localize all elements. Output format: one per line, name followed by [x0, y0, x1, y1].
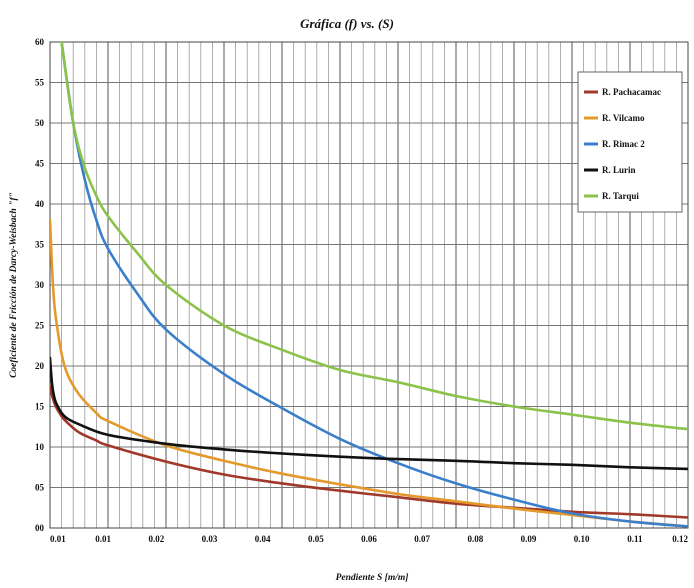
y-tick-label: 35 — [35, 240, 45, 250]
y-tick-label: 55 — [35, 78, 45, 88]
x-tick-label: 0.06 — [361, 534, 377, 544]
series-line-r-rimac-2 — [60, 42, 688, 528]
legend-label-r-rimac-2: R. Rimac 2 — [602, 139, 645, 149]
y-tick-label: 15 — [35, 402, 45, 412]
y-tick-label: 25 — [35, 321, 45, 331]
y-tick-label: 10 — [35, 442, 45, 452]
y-axis-label: Coeficiente de Fricción de Darcy-Weisbac… — [9, 192, 19, 378]
chart-title: Gráfica (f) vs. (S) — [300, 16, 394, 31]
x-tick-label: 0.02 — [148, 534, 164, 544]
y-tick-label: 60 — [35, 37, 45, 47]
y-tick-label: 30 — [35, 280, 45, 290]
x-tick-label: 0.05 — [308, 534, 324, 544]
x-tick-label: 0.09 — [521, 534, 537, 544]
legend-label-r-lurin: R. Lurin — [602, 165, 636, 175]
plot-border — [49, 41, 689, 529]
series-line-r-vilcamo — [50, 218, 688, 528]
y-tick-label: 45 — [35, 159, 45, 169]
y-tick-labels: 60 55 50 45 40 35 30 25 20 15 10 05 00 — [35, 37, 45, 533]
y-tick-label: 40 — [35, 199, 45, 209]
legend-label-r-vilcamo: R. Vilcamo — [602, 113, 645, 123]
legend-box — [577, 71, 683, 213]
y-tick-label: 50 — [35, 118, 45, 128]
x-tick-label: 0.12 — [672, 534, 688, 544]
series-line-r-lurin — [50, 356, 688, 471]
y-tick-label: 05 — [35, 483, 45, 493]
legend-label-r-pachacamac: R. Pachacamac — [602, 87, 661, 97]
x-tick-label: 0.10 — [574, 534, 590, 544]
x-tick-label: 0.08 — [467, 534, 483, 544]
series-group — [50, 42, 688, 528]
x-tick-label: 0.11 — [627, 534, 643, 544]
x-axis-label: Pendiente S [m/m] — [336, 573, 409, 583]
y-tick-label: 20 — [35, 361, 45, 371]
x-tick-label: 0.04 — [255, 534, 271, 544]
x-tick-labels: 0.01 0.01 0.02 0.03 0.04 0.05 0.06 0.07 0.08 0.09… — [50, 534, 689, 544]
legend-label-r-tarqui: R. Tarqui — [602, 191, 639, 201]
x-tick-label: 0.01 — [95, 534, 111, 544]
legend: R. Pachacamac R. Vilcamo R. Rimac 2 R. Luri… — [577, 71, 683, 213]
series-line-r-tarqui — [60, 42, 688, 431]
y-tick-label: 00 — [35, 523, 45, 533]
x-tick-label: 0.07 — [414, 534, 430, 544]
x-tick-label: 0.01 — [50, 534, 66, 544]
x-tick-label: 0.03 — [202, 534, 218, 544]
